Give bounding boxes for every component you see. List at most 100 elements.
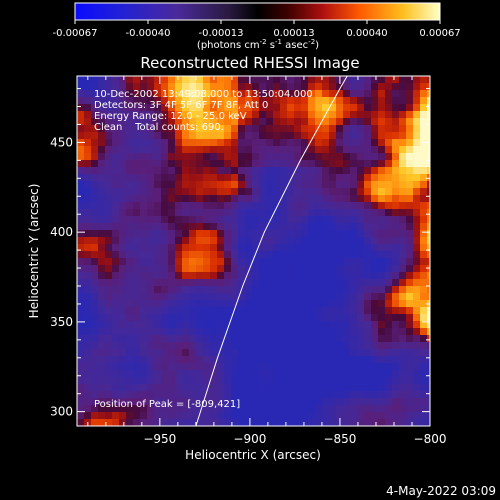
heatmap-cell [224, 419, 231, 426]
heatmap-cell [245, 342, 252, 349]
heatmap-cell [224, 307, 231, 314]
heatmap-cell [189, 356, 196, 363]
heatmap-cell [287, 132, 294, 139]
heatmap-cell [196, 125, 203, 132]
heatmap-cell [315, 188, 322, 195]
heatmap-cell [336, 216, 343, 223]
heatmap-cell [203, 90, 210, 97]
heatmap-cell [357, 83, 364, 90]
heatmap-cell [189, 286, 196, 293]
heatmap-cell [399, 153, 406, 160]
heatmap-cell [406, 146, 413, 153]
heatmap-cell [252, 125, 259, 132]
heatmap-cell [147, 307, 154, 314]
heatmap-cell [161, 265, 168, 272]
heatmap-cell [77, 132, 84, 139]
heatmap-cell [357, 328, 364, 335]
heatmap-cell [364, 377, 371, 384]
heatmap-cell [238, 209, 245, 216]
heatmap-cell [238, 167, 245, 174]
heatmap-cell [98, 97, 105, 104]
heatmap-cell [224, 349, 231, 356]
heatmap-cell [343, 412, 350, 419]
heatmap-cell [98, 377, 105, 384]
heatmap-cell [350, 328, 357, 335]
heatmap-cell [112, 188, 119, 195]
heatmap-cell [378, 307, 385, 314]
heatmap-cell [308, 223, 315, 230]
heatmap-cell [301, 244, 308, 251]
heatmap-cell [266, 230, 273, 237]
heatmap-cell [385, 272, 392, 279]
heatmap-cell [196, 258, 203, 265]
heatmap-cell [266, 104, 273, 111]
heatmap-cell [231, 405, 238, 412]
heatmap-cell [336, 195, 343, 202]
heatmap-cell [238, 377, 245, 384]
heatmap-cell [231, 209, 238, 216]
heatmap-cell [112, 230, 119, 237]
heatmap-cell [238, 97, 245, 104]
heatmap-cell [182, 272, 189, 279]
heatmap-cell [266, 202, 273, 209]
heatmap-cell [112, 132, 119, 139]
heatmap-cell [336, 405, 343, 412]
heatmap-cell [259, 391, 266, 398]
heatmap-cell [231, 314, 238, 321]
heatmap-cell [133, 342, 140, 349]
heatmap-cell [154, 377, 161, 384]
heatmap-cell [133, 279, 140, 286]
heatmap-cell [371, 209, 378, 216]
heatmap-cell [175, 321, 182, 328]
heatmap-cell [245, 279, 252, 286]
heatmap-cell [231, 132, 238, 139]
heatmap-cell [161, 132, 168, 139]
heatmap-cell [147, 405, 154, 412]
heatmap-cell [210, 125, 217, 132]
heatmap-cell [413, 412, 420, 419]
heatmap-cell [427, 216, 430, 223]
heatmap-cell [189, 265, 196, 272]
heatmap-cell [154, 209, 161, 216]
heatmap-cell [112, 251, 119, 258]
heatmap-cell [252, 258, 259, 265]
heatmap-cell [175, 314, 182, 321]
heatmap-cell [119, 146, 126, 153]
heatmap-cell [182, 188, 189, 195]
heatmap-cell [259, 370, 266, 377]
heatmap-cell [378, 244, 385, 251]
heatmap-cell [140, 132, 147, 139]
heatmap-cell [119, 76, 126, 83]
heatmap-cell [126, 335, 133, 342]
heatmap-cell [301, 314, 308, 321]
heatmap-cell [322, 76, 329, 83]
heatmap-cell [196, 167, 203, 174]
heatmap-cell [245, 83, 252, 90]
heatmap-cell [168, 251, 175, 258]
heatmap-cell [294, 293, 301, 300]
heatmap-cell [392, 146, 399, 153]
heatmap-cell [252, 412, 259, 419]
heatmap-cell [252, 223, 259, 230]
heatmap-cell [406, 90, 413, 97]
heatmap-cell [406, 111, 413, 118]
heatmap-cell [378, 104, 385, 111]
heatmap-cell [413, 181, 420, 188]
heatmap-cell [126, 384, 133, 391]
heatmap-cell [364, 363, 371, 370]
heatmap-cell [420, 286, 427, 293]
heatmap-cell [98, 363, 105, 370]
heatmap-cell [245, 314, 252, 321]
heatmap-cell [322, 237, 329, 244]
heatmap-cell [245, 104, 252, 111]
heatmap-cell [126, 419, 133, 426]
heatmap-cell [315, 258, 322, 265]
heatmap-cell [315, 405, 322, 412]
heatmap-cell [308, 265, 315, 272]
heatmap-cell [154, 153, 161, 160]
heatmap-cell [294, 279, 301, 286]
heatmap-cell [371, 265, 378, 272]
heatmap-cell [98, 90, 105, 97]
heatmap-cell [385, 398, 392, 405]
heatmap-cell [77, 328, 84, 335]
